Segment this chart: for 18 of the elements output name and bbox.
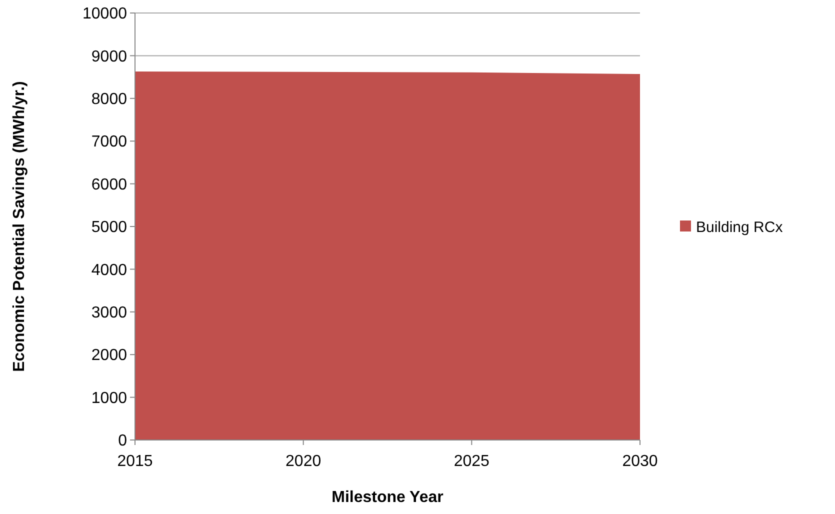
x-tick-label: 2030 — [622, 453, 658, 470]
y-tick-label: 9000 — [91, 48, 128, 66]
y-tick-label: 4000 — [91, 262, 128, 279]
y-tick-label: 8000 — [91, 91, 128, 108]
y-tick-label: 6000 — [91, 176, 128, 194]
y-tick-label: 5000 — [91, 219, 128, 236]
x-tick-label: 2020 — [286, 453, 322, 470]
x-axis-title: Milestone Year — [332, 489, 444, 506]
y-tick-label: 3000 — [91, 304, 128, 322]
legend-label: Building RCx — [696, 218, 784, 236]
y-tick-label: 2000 — [91, 347, 128, 364]
y-tick-label: 0 — [118, 432, 128, 450]
x-tick-label: 2015 — [117, 453, 153, 470]
x-tick-label: 2025 — [454, 453, 490, 470]
y-tick-label: 1000 — [91, 390, 128, 407]
y-axis-title: Economic Potential Savings (MWh/yr.) — [11, 81, 28, 372]
y-tick-label: 7000 — [91, 134, 128, 151]
y-tick-label: 10000 — [82, 6, 128, 23]
